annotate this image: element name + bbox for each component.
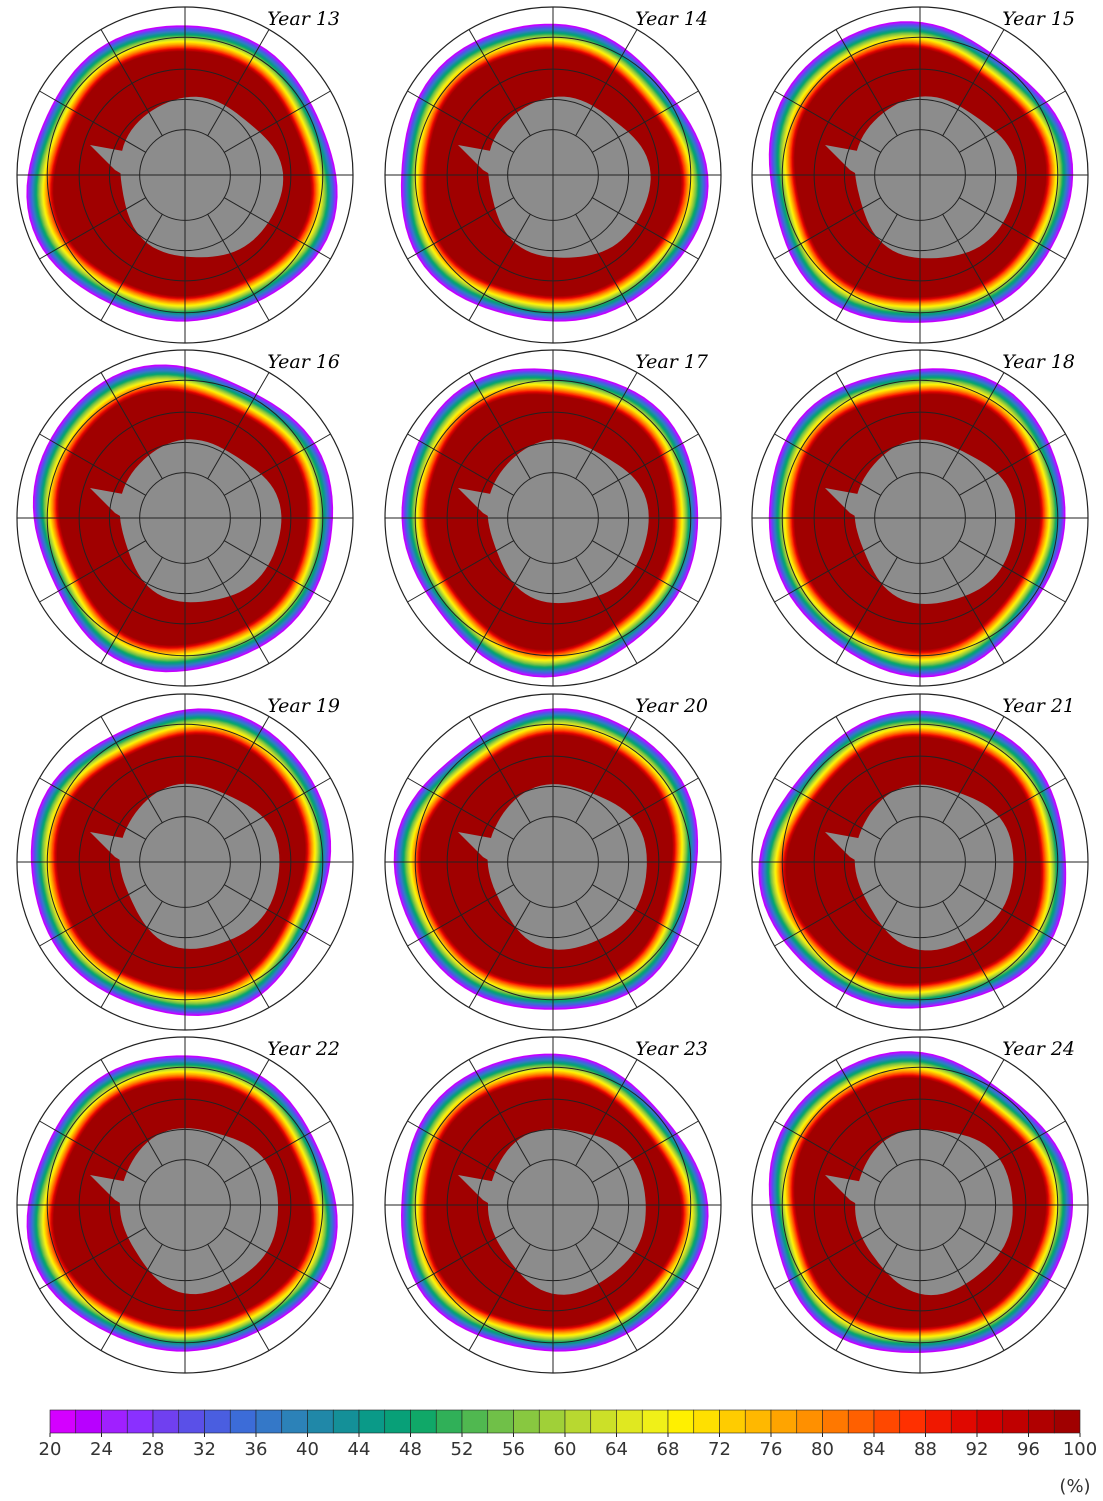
- colorbar-segment: [977, 1410, 1003, 1433]
- colorbar-segment: [153, 1410, 179, 1433]
- colorbar-tick-label: 52: [451, 1439, 474, 1460]
- colorbar-tick-label: 92: [966, 1439, 989, 1460]
- panel-title: Year 14: [635, 8, 708, 30]
- map-panel: [385, 7, 721, 343]
- map-panel: [752, 7, 1088, 343]
- map-panel: [385, 350, 721, 686]
- colorbar-tick-label: 68: [657, 1439, 680, 1460]
- colorbar-segment: [385, 1410, 411, 1433]
- map-panel: [17, 7, 353, 343]
- colorbar-tick-label: 72: [708, 1439, 731, 1460]
- colorbar-segment: [333, 1410, 359, 1433]
- colorbar-segment: [488, 1410, 514, 1433]
- colorbar-tick-label: 24: [90, 1439, 113, 1460]
- colorbar-segment: [797, 1410, 823, 1433]
- colorbar-segment: [823, 1410, 849, 1433]
- colorbar-tick-label: 40: [296, 1439, 319, 1460]
- colorbar-segment: [591, 1410, 617, 1433]
- colorbar-tick-label: 76: [760, 1439, 783, 1460]
- colorbar-segment: [462, 1410, 488, 1433]
- colorbar-segment: [1003, 1410, 1029, 1433]
- colorbar-segment: [179, 1410, 205, 1433]
- panel-title: Year 16: [267, 351, 340, 373]
- colorbar-tick-label: 88: [914, 1439, 937, 1460]
- page: {"panels": [ {"title": "Year 13"}, {"tit…: [0, 0, 1103, 1501]
- panel-title: Year 13: [267, 8, 340, 30]
- colorbar-segment: [436, 1410, 462, 1433]
- colorbar-tick-label: 64: [605, 1439, 628, 1460]
- colorbar-tick-label: 36: [245, 1439, 268, 1460]
- colorbar-segment: [127, 1410, 153, 1433]
- map-panel: [17, 350, 353, 686]
- colorbar-segment: [642, 1410, 668, 1433]
- panel-title: Year 22: [267, 1038, 340, 1060]
- colorbar-segment: [256, 1410, 282, 1433]
- panel-title: Year 17: [635, 351, 709, 373]
- colorbar-segment: [102, 1410, 128, 1433]
- colorbar-segment: [76, 1410, 102, 1433]
- map-panel: [752, 694, 1088, 1030]
- colorbar-segment: [514, 1410, 540, 1433]
- colorbar-tick-label: 60: [554, 1439, 577, 1460]
- colorbar-segment: [539, 1410, 565, 1433]
- map-panel: [385, 694, 721, 1030]
- colorbar-segment: [282, 1410, 308, 1433]
- map-panel: [17, 694, 353, 1030]
- colorbar-segment: [308, 1410, 334, 1433]
- map-panel: [385, 1037, 721, 1373]
- map-panel: [17, 1037, 353, 1373]
- colorbar-segment: [874, 1410, 900, 1433]
- panel-title: Year 23: [635, 1038, 708, 1060]
- colorbar-segment: [359, 1410, 385, 1433]
- colorbar-segment: [720, 1410, 746, 1433]
- colorbar-segment: [771, 1410, 797, 1433]
- panel-title: Year 19: [267, 695, 340, 717]
- colorbar-segment: [926, 1410, 952, 1433]
- colorbar-segment: [617, 1410, 643, 1433]
- colorbar-tick-label: 96: [1017, 1439, 1040, 1460]
- panel-title: Year 21: [1002, 695, 1075, 717]
- panel-title: Year 20: [635, 695, 708, 717]
- colorbar-tick-label: 32: [193, 1439, 216, 1460]
- colorbar-tick-label: 28: [142, 1439, 165, 1460]
- panel-title: Year 15: [1002, 8, 1075, 30]
- colorbar-segment: [50, 1410, 76, 1433]
- figure: Year 13 Year 14 Year 15 Year 16 Year 17 Year …: [0, 0, 1103, 1501]
- panel-title: Year 18: [1002, 351, 1075, 373]
- colorbar-segment: [900, 1410, 926, 1433]
- colorbar-tick-label: 100: [1063, 1439, 1097, 1460]
- colorbar-segment: [565, 1410, 591, 1433]
- colorbar-segment: [745, 1410, 771, 1433]
- panel-title: Year 24: [1002, 1038, 1075, 1060]
- colorbar-segment: [848, 1410, 874, 1433]
- colorbar-segment: [1029, 1410, 1055, 1433]
- colorbar-unit: (%): [1059, 1476, 1090, 1497]
- colorbar-tick-label: 84: [863, 1439, 886, 1460]
- colorbar-tick-label: 44: [348, 1439, 371, 1460]
- map-panel: [752, 1037, 1088, 1373]
- colorbar-segment: [694, 1410, 720, 1433]
- colorbar-segment: [668, 1410, 694, 1433]
- colorbar-segment: [230, 1410, 256, 1433]
- colorbar-segment: [951, 1410, 977, 1433]
- colorbar-tick-label: 80: [811, 1439, 834, 1460]
- map-panel: [752, 350, 1088, 686]
- colorbar-tick-label: 56: [502, 1439, 525, 1460]
- colorbar-segment: [411, 1410, 437, 1433]
- colorbar-tick-label: 20: [39, 1439, 62, 1460]
- colorbar-segment: [1054, 1410, 1080, 1433]
- colorbar-segment: [205, 1410, 231, 1433]
- colorbar-tick-label: 48: [399, 1439, 422, 1460]
